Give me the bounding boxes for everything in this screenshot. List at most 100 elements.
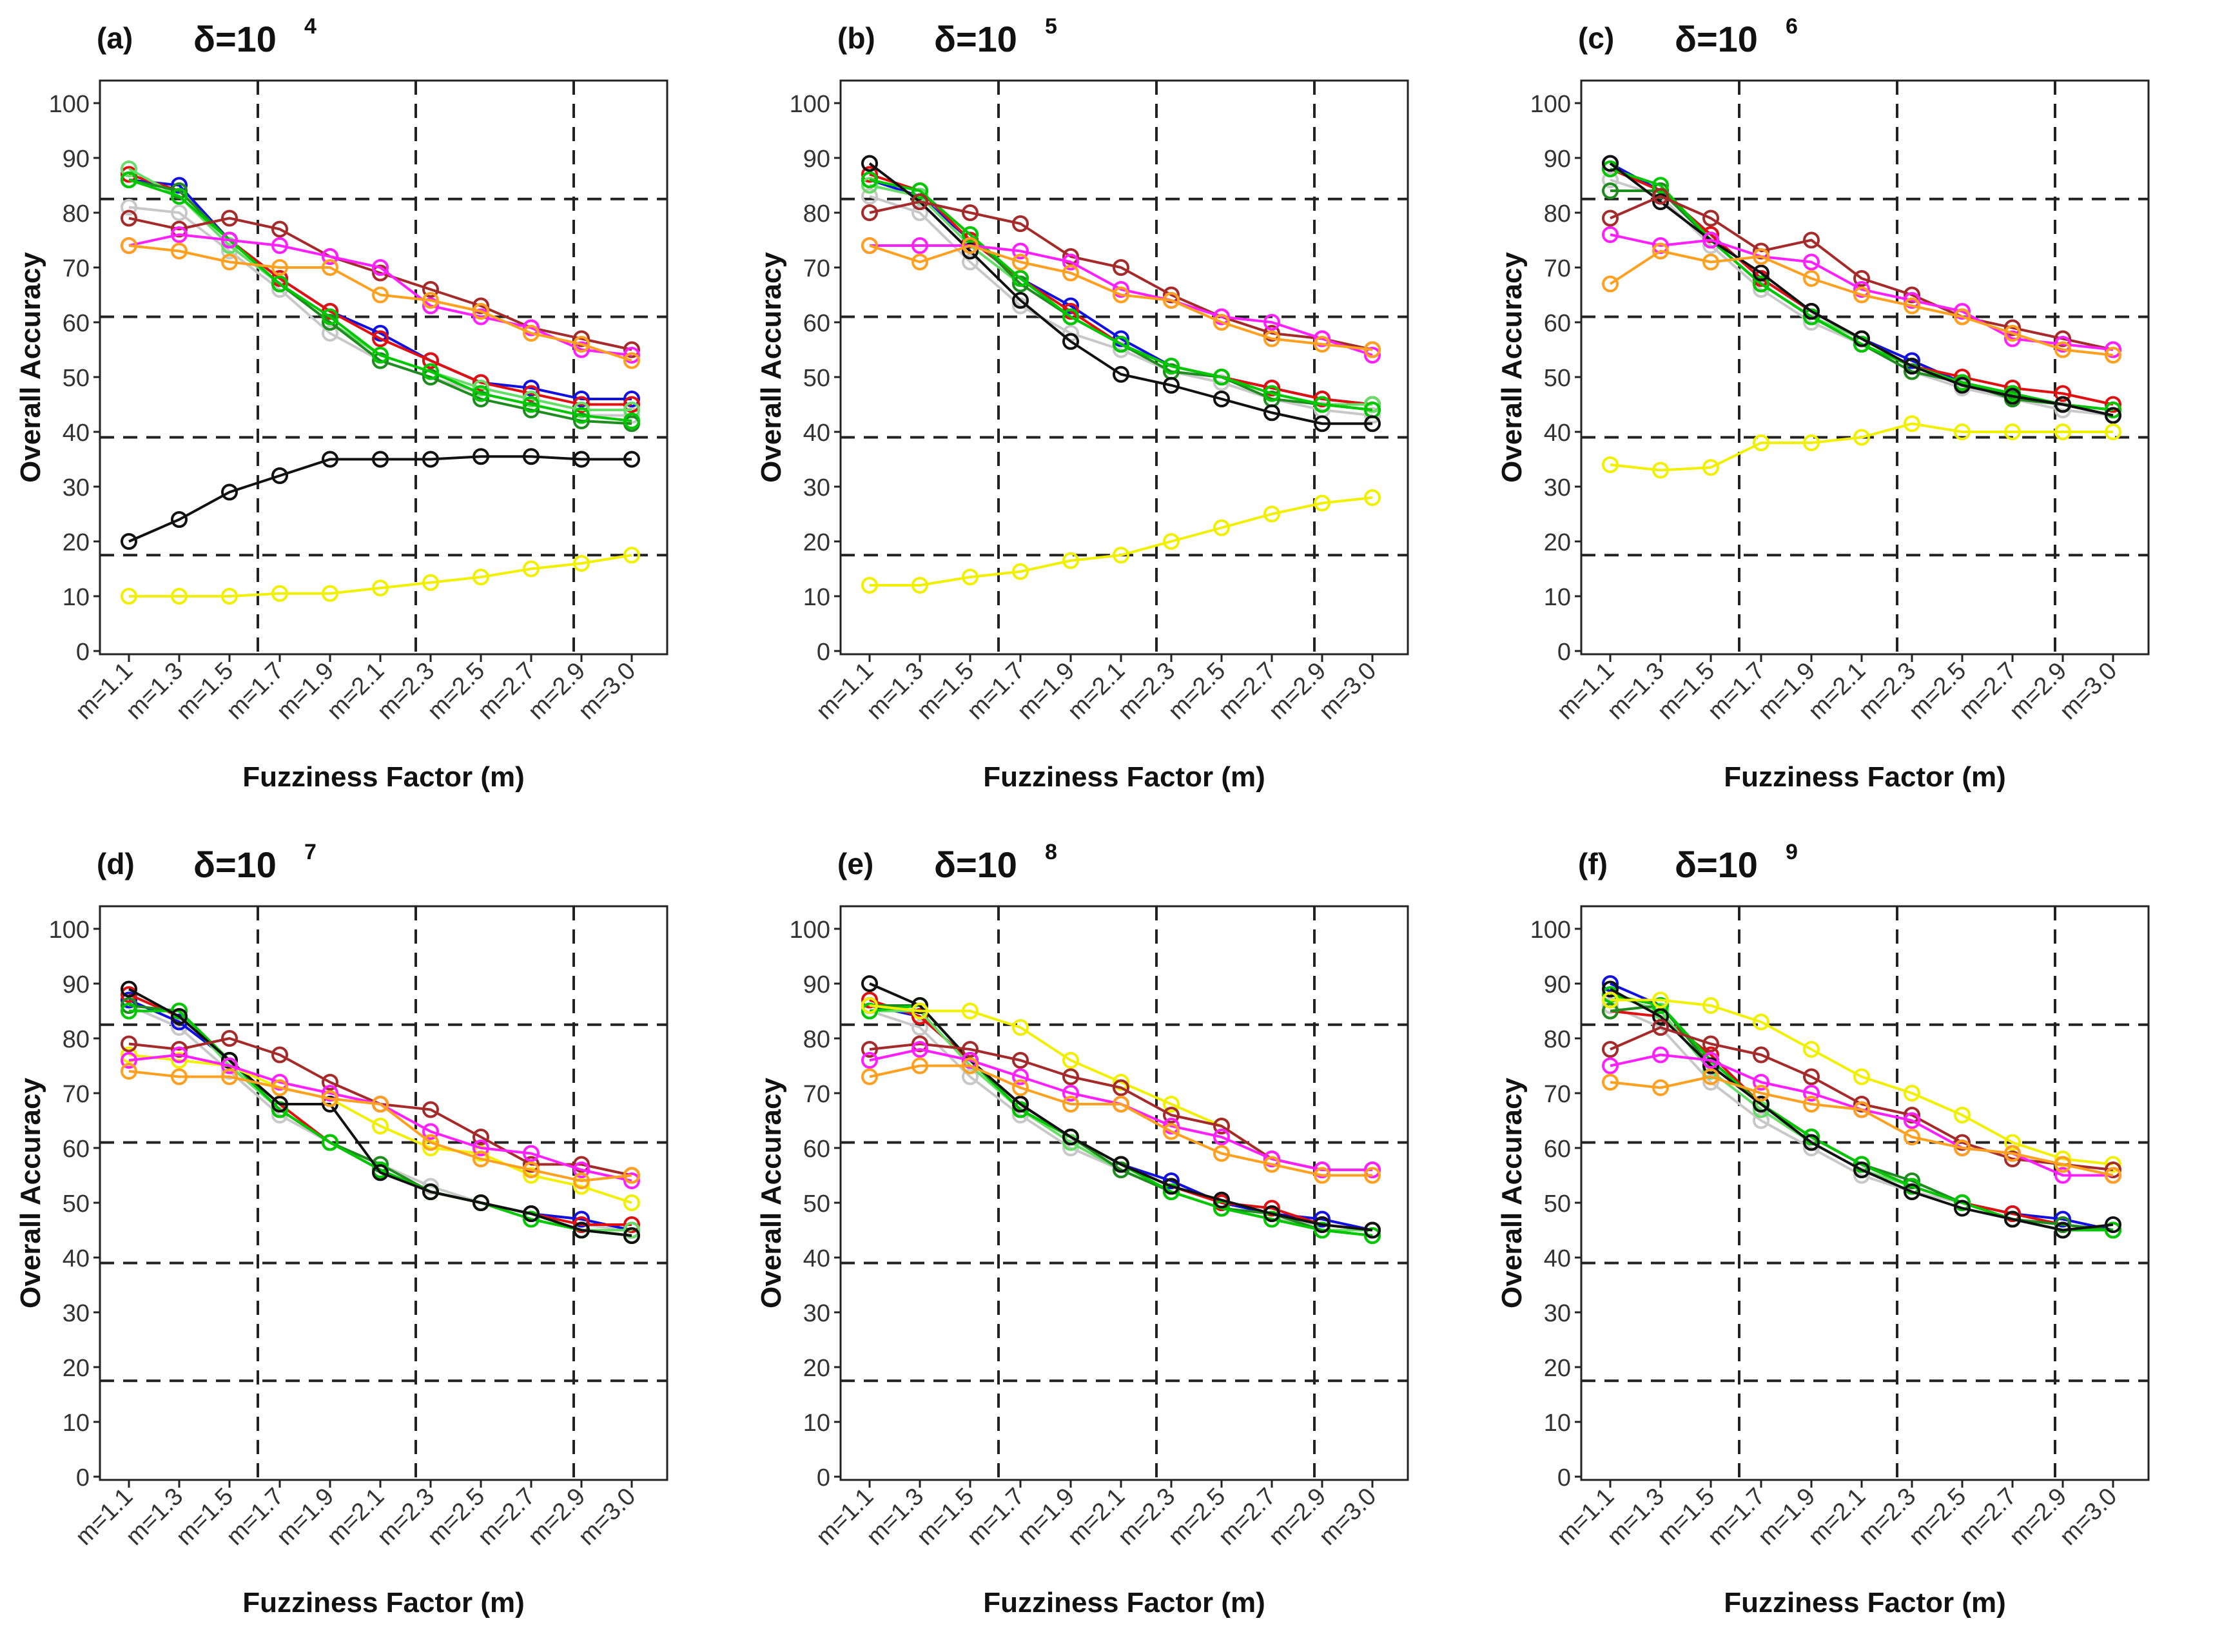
data-point (1702, 209, 1719, 227)
data-point (1652, 237, 1669, 254)
data-point (1753, 275, 1769, 293)
data-point (1904, 1183, 1920, 1200)
data-point (1602, 1002, 1619, 1020)
data-point (1163, 1178, 1180, 1195)
data-point (1753, 248, 1769, 265)
series-red (121, 166, 640, 413)
y-tick-label: 30 (63, 1300, 90, 1327)
series-line (1610, 1009, 2114, 1232)
data-point (1062, 1068, 1079, 1085)
data-point (2004, 330, 2021, 347)
data-point (322, 1090, 338, 1107)
data-point (573, 396, 590, 413)
x-tick-label: m=2.7 (1954, 657, 2022, 725)
data-point (1113, 547, 1129, 564)
data-point (271, 275, 288, 293)
y-tick-label: 50 (803, 365, 830, 392)
y-tick-label: 60 (1544, 1136, 1571, 1163)
x-tick-label: m=2.5 (1904, 657, 1971, 725)
data-point (322, 1085, 338, 1102)
x-tick-label: m=2.7 (1954, 1483, 2022, 1551)
series-yellow (121, 1046, 640, 1211)
x-tick-label: m=2.1 (1803, 1483, 1871, 1551)
x-tick-label: m=1.9 (1753, 657, 1820, 725)
data-point (2054, 423, 2071, 440)
series-line (869, 179, 1373, 411)
data-point (623, 547, 640, 564)
data-point (221, 483, 238, 501)
data-point (2105, 1161, 2121, 1178)
x-tick-label: m=2.1 (322, 657, 389, 725)
data-point (861, 237, 878, 254)
x-tick-label: m=2.9 (2004, 1483, 2072, 1551)
series-gray (121, 199, 640, 424)
y-tick-label: 30 (1544, 1300, 1571, 1327)
y-tick-label: 10 (63, 1410, 90, 1437)
data-point (1062, 333, 1079, 350)
y-tick-label: 30 (803, 474, 830, 501)
data-point (1062, 253, 1079, 271)
series-gray (861, 188, 1381, 424)
data-point (221, 209, 238, 227)
data-point (2054, 330, 2071, 347)
data-point (1853, 1101, 1870, 1118)
data-point (573, 1161, 590, 1178)
x-tick-label: m=2.3 (372, 657, 440, 725)
data-point (861, 155, 878, 172)
data-point (573, 341, 590, 358)
data-point (1702, 1068, 1719, 1085)
data-point (1602, 975, 1619, 992)
data-point (861, 975, 878, 992)
series-green (121, 1002, 640, 1244)
y-tick-label: 50 (1544, 1190, 1571, 1218)
x-tick-label: m=2.3 (1113, 1483, 1180, 1551)
data-point (121, 1063, 137, 1080)
data-point (1753, 1046, 1769, 1064)
x-tick-label: m=3.0 (2054, 1483, 2122, 1551)
data-point (1213, 519, 1230, 536)
y-tick-label: 80 (803, 1026, 830, 1053)
title-exponent: 5 (1045, 14, 1057, 39)
data-point (2004, 1210, 2021, 1228)
data-point (473, 297, 489, 315)
data-point (1364, 1167, 1381, 1184)
x-tick-label: m=2.5 (1163, 1483, 1231, 1551)
data-point (372, 259, 389, 276)
y-tick-label: 0 (817, 1464, 830, 1492)
series-green (861, 171, 1381, 418)
data-point (221, 1030, 238, 1047)
data-point (1263, 380, 1280, 396)
data-point (1163, 533, 1180, 550)
y-tick-label: 30 (1544, 474, 1571, 501)
data-point (523, 1210, 540, 1228)
data-point (1263, 385, 1280, 402)
x-tick-label: m=3.0 (573, 1483, 641, 1551)
y-tick-label: 90 (1544, 971, 1571, 998)
data-point (271, 1079, 288, 1096)
data-point (121, 533, 137, 550)
data-point (1753, 1013, 1769, 1031)
panel-title: δ=10 (1675, 19, 1758, 59)
data-point (523, 402, 540, 418)
x-tick-label: m=1.5 (1652, 657, 1720, 725)
data-point (573, 336, 590, 353)
x-tick-label: m=1.3 (1602, 1483, 1670, 1551)
data-point (573, 451, 590, 468)
data-point (1702, 997, 1719, 1014)
data-point (962, 226, 979, 243)
data-point (171, 1046, 188, 1064)
data-point (1602, 155, 1619, 172)
y-tick-label: 10 (1544, 1410, 1571, 1437)
data-point (121, 588, 137, 605)
data-point (1263, 1205, 1280, 1222)
data-point (1803, 1096, 1820, 1113)
data-point (1904, 286, 1920, 304)
x-tick-label: m=2.1 (322, 1483, 389, 1551)
data-point (322, 1074, 338, 1091)
data-point (623, 1221, 640, 1239)
x-tick-label: m=2.7 (473, 1483, 540, 1551)
data-point (473, 303, 489, 320)
data-point (2054, 1167, 2071, 1184)
data-point (523, 560, 540, 578)
data-point (1904, 358, 1920, 374)
